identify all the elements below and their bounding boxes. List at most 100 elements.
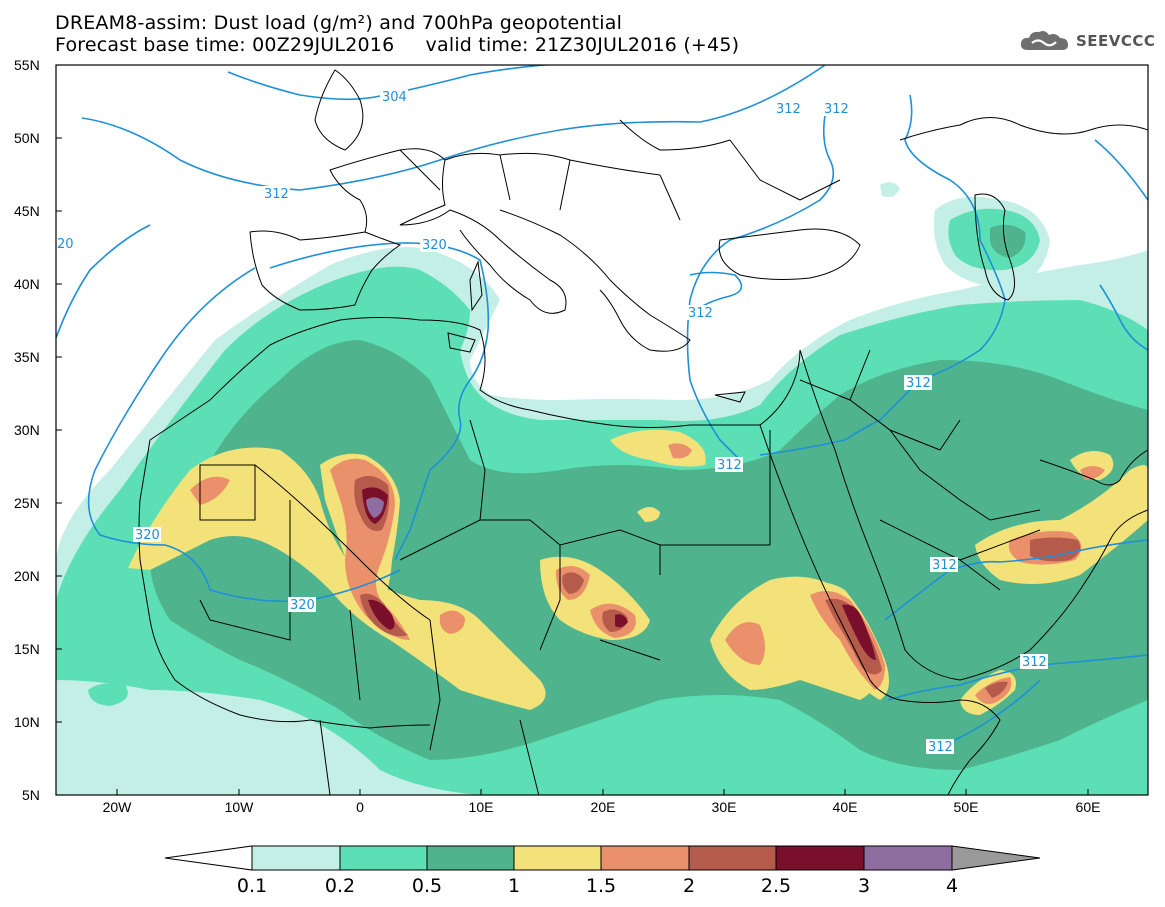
colorbar-swatch xyxy=(688,845,777,871)
contour-labels: 304 312 312 312 320 312 312 320 320 312 … xyxy=(57,89,1048,755)
colorbar-tick-label: 2.5 xyxy=(761,875,791,897)
coastline-far-north-east xyxy=(899,117,1148,141)
contour-312-east xyxy=(686,109,835,463)
colorbar-swatch xyxy=(426,845,515,871)
colorbar-swatch xyxy=(513,845,602,871)
lat-label: 55N xyxy=(14,57,40,73)
coastline-britain xyxy=(314,69,364,151)
lon-label: 20W xyxy=(103,799,133,815)
colorbar-tick-label: 1 xyxy=(508,875,520,897)
dust-shading-2-chad xyxy=(562,572,628,632)
contour-label: 312 xyxy=(904,375,932,391)
contour-label: 20 xyxy=(57,237,74,252)
contour-label: 320 xyxy=(288,597,316,613)
colorbar-tick-label: 0.1 xyxy=(237,875,267,897)
contour-label: 304 xyxy=(380,89,408,105)
dust-shading-1.5-egypt xyxy=(668,443,692,459)
dust-shading-0.5 xyxy=(150,340,1148,770)
dust-shading-2-aden xyxy=(985,681,1008,698)
svg-text:320: 320 xyxy=(290,598,315,613)
lat-label: 40N xyxy=(14,276,40,292)
coastline-mediterranean-islands xyxy=(447,260,746,403)
lat-label: 15N xyxy=(14,641,40,657)
coastline-iberia xyxy=(249,230,402,311)
map-plot-area: 304 312 312 312 320 312 312 320 320 312 … xyxy=(56,65,1148,795)
contour-label: 312 xyxy=(686,305,713,321)
dust-shading-1.5-sudan xyxy=(725,622,765,665)
colorbar-low-arrow xyxy=(164,845,253,871)
lat-label: 10N xyxy=(14,714,40,730)
contour-312-far-east xyxy=(1094,139,1148,351)
lat-label: 35N xyxy=(14,349,40,365)
contour-312-aegean xyxy=(689,271,743,311)
dust-shading-0.2-sw xyxy=(88,683,128,706)
svg-text:312: 312 xyxy=(906,376,931,391)
contour-label: 312 xyxy=(262,186,290,202)
latitude-axis: 55N 50N 45N 40N 35N 30N 25N 20N 15N 10N … xyxy=(14,57,62,803)
contour-label: 320 xyxy=(133,527,161,543)
dust-shading-1-west xyxy=(128,447,546,710)
dust-shading-2.5-chad xyxy=(615,614,628,628)
svg-text:312: 312 xyxy=(264,187,289,202)
forecast-time-subtitle: Forecast base time: 00Z29JUL2016 valid t… xyxy=(55,34,740,56)
colorbar-high-arrow xyxy=(951,845,1041,871)
contour-312-ne xyxy=(759,94,1006,456)
coastline-arabia xyxy=(799,349,1148,681)
lat-label: 25N xyxy=(14,495,40,511)
contour-label: 312 xyxy=(822,101,850,117)
contour-312-horn xyxy=(887,654,1148,701)
dust-shading-1.5-mali xyxy=(439,610,465,634)
colorbar: 0.1 0.2 0.5 1 1.5 2 2.5 3 4 xyxy=(164,845,1041,897)
colorbar-tick-label: 3 xyxy=(858,875,870,897)
svg-text:312: 312 xyxy=(1022,655,1047,670)
contour-312-north xyxy=(81,65,826,191)
colorbar-swatch xyxy=(863,845,953,871)
contour-320-north xyxy=(56,224,490,561)
svg-text:312: 312 xyxy=(824,102,849,117)
colorbar-swatch xyxy=(339,845,428,871)
logo-text: SEEVCCC xyxy=(1076,32,1156,50)
dust-shading-3-atlas xyxy=(366,497,384,518)
lon-label: 10W xyxy=(225,799,255,815)
contour-312-arabia xyxy=(884,539,1148,621)
border-europe xyxy=(399,119,841,221)
lat-label: 5N xyxy=(22,787,40,803)
map-title: DREAM8-assim: Dust load (g/m²) and 700hP… xyxy=(55,12,623,34)
dust-shading-0.5-caspian xyxy=(990,224,1026,258)
svg-text:312: 312 xyxy=(688,306,713,321)
dust-shading-2.5-redsea xyxy=(842,604,876,660)
coastline-caspian xyxy=(974,193,1015,301)
svg-text:312: 312 xyxy=(928,740,953,755)
contour-label: 312 xyxy=(930,557,958,573)
lon-label: 0 xyxy=(356,799,364,815)
svg-text:20: 20 xyxy=(57,237,74,252)
coastline-north-africa xyxy=(149,317,801,441)
lon-label: 30E xyxy=(712,799,737,815)
colorbar-tick-label: 0.2 xyxy=(325,875,355,897)
coastline-west-africa xyxy=(138,439,431,729)
svg-text:320: 320 xyxy=(422,238,447,253)
lon-label: 40E xyxy=(833,799,858,815)
lon-label: 20E xyxy=(591,799,616,815)
longitude-axis: 20W 10W 0 10E 20E 30E 40E 50E 60E xyxy=(103,789,1101,815)
border-middle-east xyxy=(799,349,1041,591)
lon-label: 60E xyxy=(1076,799,1101,815)
coastlines-and-borders xyxy=(138,69,1148,795)
lat-label: 20N xyxy=(14,568,40,584)
svg-text:312: 312 xyxy=(776,102,801,117)
lat-label: 45N xyxy=(14,203,40,219)
coastline-balkans xyxy=(499,209,691,352)
lat-label: 30N xyxy=(14,422,40,438)
colorbar-swatch xyxy=(775,845,865,871)
svg-text:312: 312 xyxy=(717,458,742,473)
coastline-red-sea-west xyxy=(759,424,1001,795)
dust-shading-1-libya xyxy=(637,507,660,522)
svg-text:304: 304 xyxy=(382,90,407,105)
contour-label: 312 xyxy=(774,101,802,117)
lat-label: 50N xyxy=(14,130,40,146)
contour-label: 312 xyxy=(926,739,954,755)
colorbar-tick-label: 4 xyxy=(946,875,958,897)
colorbar-tick-label: 0.5 xyxy=(412,875,442,897)
lon-label: 50E xyxy=(954,799,979,815)
